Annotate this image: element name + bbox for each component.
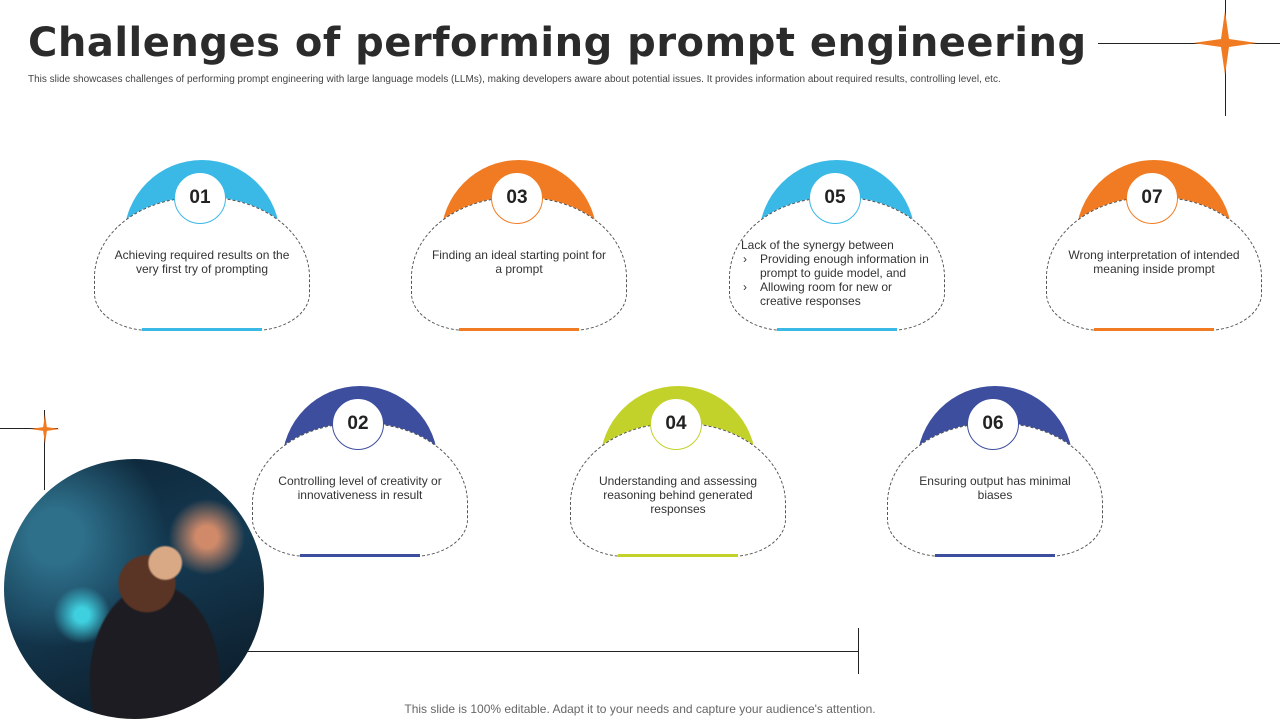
slide-title: Challenges of performing prompt engineer… <box>28 20 1087 66</box>
challenge-card-03: 03 Finding an ideal starting point for a… <box>411 160 627 332</box>
decor-line-vertical-left <box>44 410 45 490</box>
card-text: Lack of the synergy between Providing en… <box>741 238 937 308</box>
card-bottom-bar <box>1094 328 1214 331</box>
card-bullet: Providing enough information in prompt t… <box>741 252 937 280</box>
card-number: 07 <box>1126 172 1178 224</box>
decor-line-horizontal-left <box>0 428 58 429</box>
challenge-card-06: 06 Ensuring output has minimal biases <box>887 386 1103 558</box>
card-number: 06 <box>967 398 1019 450</box>
woman-with-hologram-photo <box>4 459 264 719</box>
card-bullet: Allowing room for new or creative respon… <box>741 280 937 308</box>
decor-line-bottom-end <box>858 628 859 674</box>
card-intro: Lack of the synergy between <box>741 238 894 252</box>
card-bottom-bar <box>142 328 262 331</box>
card-text: Controlling level of creativity or innov… <box>278 474 442 502</box>
small-star-icon <box>30 414 60 444</box>
challenge-card-04: 04 Understanding and assessing reasoning… <box>570 386 786 558</box>
card-text: Achieving required results on the very f… <box>114 248 290 276</box>
card-bullet-list: Providing enough information in prompt t… <box>741 252 937 308</box>
challenge-card-02: 02 Controlling level of creativity or in… <box>252 386 468 558</box>
card-bottom-bar <box>777 328 897 331</box>
card-number: 01 <box>174 172 226 224</box>
challenge-card-07: 07 Wrong interpretation of intended mean… <box>1046 160 1262 332</box>
card-text: Finding an ideal starting point for a pr… <box>431 248 607 276</box>
card-number: 05 <box>809 172 861 224</box>
challenge-card-05: 05 Lack of the synergy between Providing… <box>729 160 945 332</box>
slide-subtitle: This slide showcases challenges of perfo… <box>28 74 1001 85</box>
card-text: Ensuring output has minimal biases <box>919 474 1071 502</box>
card-bottom-bar <box>459 328 579 331</box>
card-number: 04 <box>650 398 702 450</box>
card-text: Understanding and assessing reasoning be… <box>598 474 758 516</box>
card-bottom-bar <box>935 554 1055 557</box>
card-bottom-bar <box>618 554 738 557</box>
card-number: 02 <box>332 398 384 450</box>
star-icon <box>1193 11 1257 75</box>
decor-line-horizontal-top <box>1098 43 1280 44</box>
card-text: Wrong interpretation of intended meaning… <box>1068 248 1240 276</box>
challenge-card-01: 01 Achieving required results on the ver… <box>94 160 310 332</box>
footer-note: This slide is 100% editable. Adapt it to… <box>404 702 876 716</box>
decor-line-bottom <box>200 651 859 652</box>
card-number: 03 <box>491 172 543 224</box>
card-bottom-bar <box>300 554 420 557</box>
